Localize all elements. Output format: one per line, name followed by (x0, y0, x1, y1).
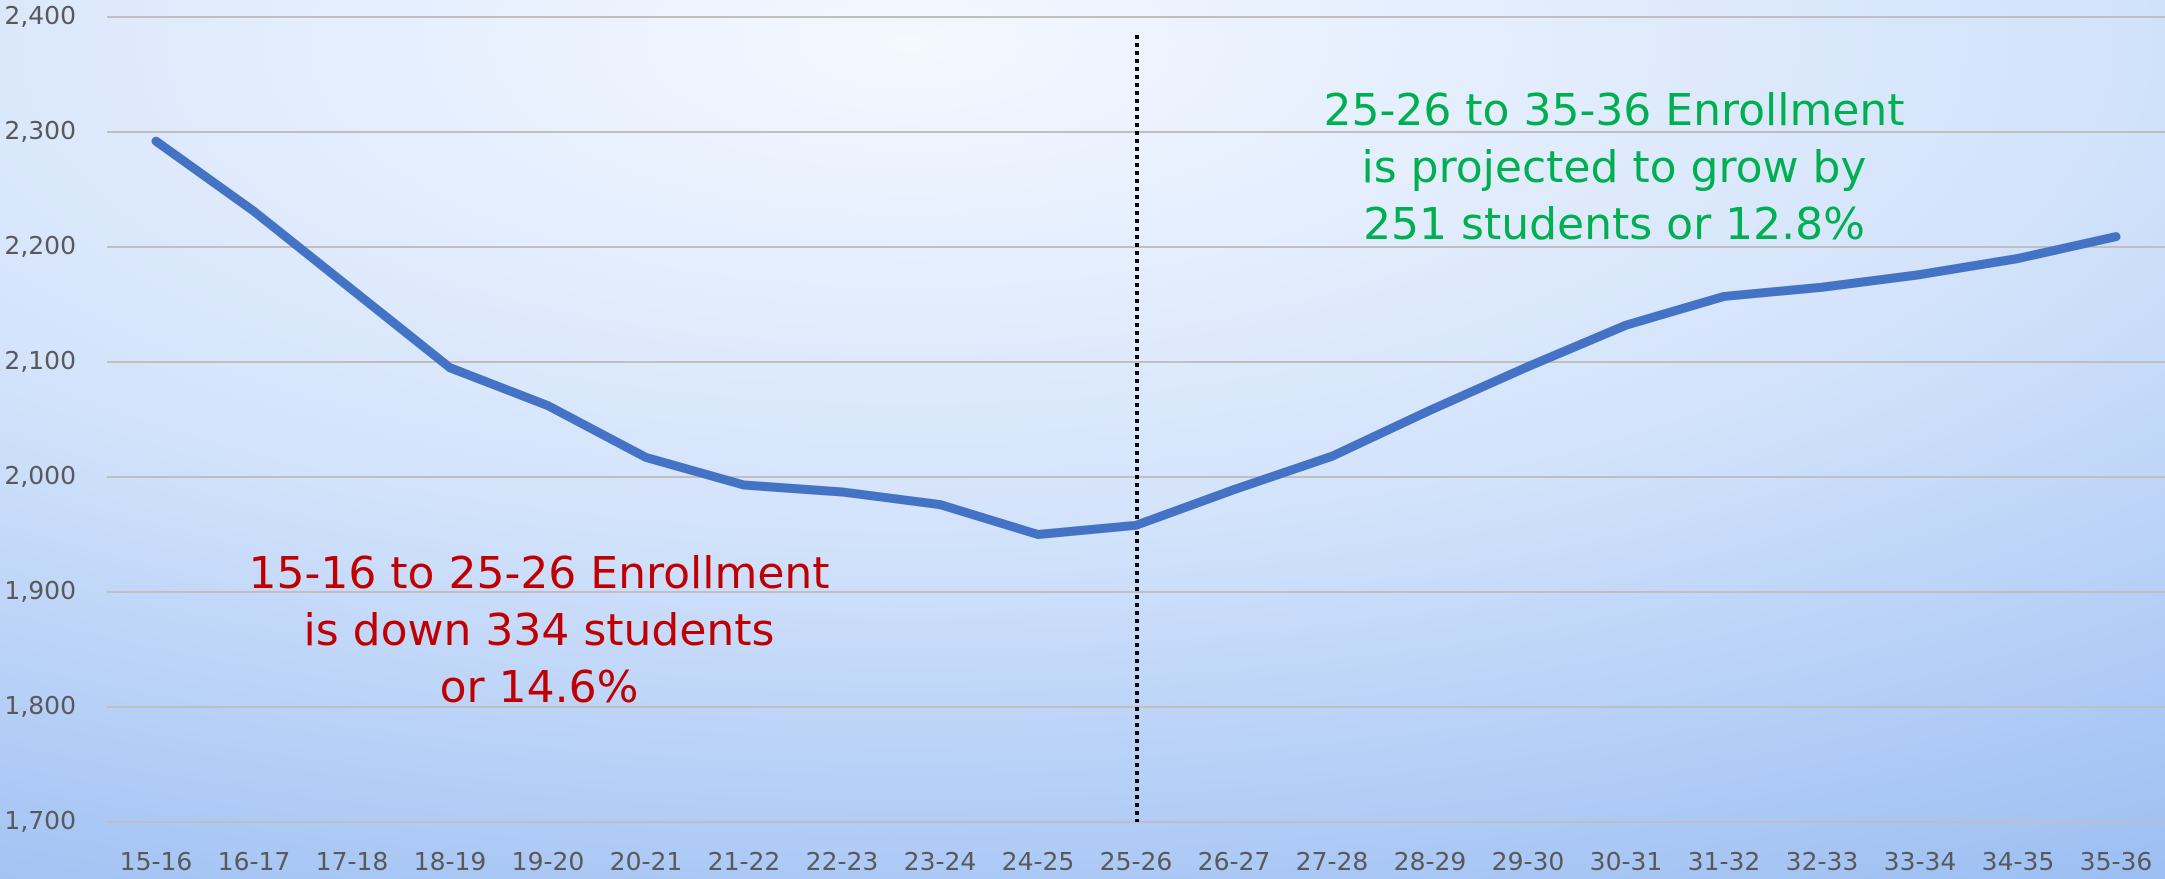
x-tick-label: 28-29 (1394, 847, 1467, 876)
x-tick-label: 18-19 (414, 847, 487, 876)
x-tick-label: 19-20 (512, 847, 585, 876)
x-tick-label: 22-23 (806, 847, 879, 876)
y-tick-label: 2,100 (4, 346, 76, 375)
x-tick-label: 24-25 (1002, 847, 1075, 876)
y-tick-label: 2,300 (4, 116, 76, 145)
y-tick-label: 1,700 (4, 806, 76, 835)
y-tick-label: 2,000 (4, 461, 76, 490)
x-tick-label: 32-33 (1786, 847, 1859, 876)
x-tick-label: 27-28 (1296, 847, 1369, 876)
x-tick-label: 29-30 (1492, 847, 1565, 876)
y-tick-label: 1,800 (4, 691, 76, 720)
annotation-text: or 14.6% (440, 662, 639, 713)
annotation-text: 251 students or 12.8% (1363, 199, 1865, 250)
x-tick-label: 20-21 (610, 847, 683, 876)
x-tick-label: 34-35 (1982, 847, 2055, 876)
x-tick-label: 17-18 (316, 847, 389, 876)
x-tick-label: 26-27 (1198, 847, 1271, 876)
series-line (151, 136, 2121, 539)
y-tick-label: 1,900 (4, 576, 76, 605)
annotation-text: 25-26 to 35-36 Enrollment (1323, 85, 1904, 136)
x-tick-label: 25-26 (1100, 847, 1173, 876)
x-tick-label: 35-36 (2080, 847, 2153, 876)
y-tick-label: 2,200 (4, 231, 76, 260)
x-tick-label: 21-22 (708, 847, 781, 876)
annotation-text: is projected to grow by (1362, 142, 1867, 193)
labels: 1,700 1,800 1,900 2,000 2,100 2,200 2,300 2,400… (4, 1, 2152, 876)
y-tick-label: 2,400 (4, 1, 76, 30)
x-tick-label: 16-17 (218, 847, 291, 876)
marks (151, 136, 2121, 539)
x-tick-label: 30-31 (1590, 847, 1663, 876)
annotation-text: 15-16 to 25-26 Enrollment (248, 548, 829, 599)
x-tick-label: 31-32 (1688, 847, 1761, 876)
x-tick-label: 33-34 (1884, 847, 1957, 876)
annotation-text: is down 334 students (304, 605, 775, 656)
x-tick-label: 23-24 (904, 847, 977, 876)
x-tick-label: 15-16 (120, 847, 193, 876)
